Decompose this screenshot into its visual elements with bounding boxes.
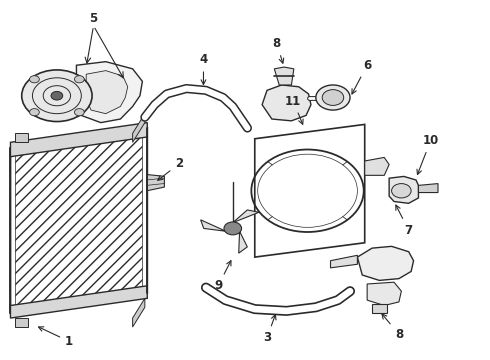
Polygon shape: [331, 255, 357, 268]
Text: 3: 3: [263, 315, 276, 344]
Circle shape: [22, 70, 92, 122]
Polygon shape: [15, 134, 27, 142]
Polygon shape: [274, 67, 294, 85]
Polygon shape: [365, 157, 389, 175]
Circle shape: [224, 222, 242, 235]
Text: 10: 10: [417, 134, 439, 175]
Circle shape: [74, 109, 84, 116]
Polygon shape: [372, 304, 387, 313]
Text: 2: 2: [158, 157, 183, 180]
Polygon shape: [418, 184, 438, 193]
Text: 6: 6: [352, 59, 371, 94]
Text: 8: 8: [382, 314, 403, 341]
Circle shape: [51, 91, 63, 100]
Polygon shape: [234, 210, 259, 222]
Polygon shape: [262, 85, 311, 121]
Text: 7: 7: [396, 205, 413, 237]
Polygon shape: [10, 286, 147, 318]
Polygon shape: [133, 114, 145, 142]
Polygon shape: [86, 71, 128, 114]
Text: 11: 11: [285, 95, 303, 124]
Polygon shape: [389, 176, 418, 203]
Polygon shape: [147, 175, 164, 191]
Circle shape: [392, 184, 411, 198]
Polygon shape: [10, 128, 147, 313]
Polygon shape: [133, 298, 145, 327]
Circle shape: [322, 90, 343, 105]
Circle shape: [29, 109, 39, 116]
Text: 4: 4: [199, 53, 208, 85]
Polygon shape: [15, 132, 143, 309]
Polygon shape: [367, 282, 401, 306]
Circle shape: [29, 76, 39, 83]
Polygon shape: [239, 232, 247, 253]
Text: 5: 5: [89, 12, 98, 25]
Polygon shape: [255, 125, 365, 257]
Text: 9: 9: [214, 261, 231, 292]
Polygon shape: [200, 220, 225, 231]
Polygon shape: [76, 62, 143, 123]
Polygon shape: [15, 318, 27, 327]
Text: 1: 1: [39, 327, 73, 348]
Text: 8: 8: [272, 37, 284, 63]
Polygon shape: [10, 123, 147, 157]
Circle shape: [74, 76, 84, 83]
Circle shape: [316, 85, 350, 110]
Polygon shape: [357, 246, 414, 280]
